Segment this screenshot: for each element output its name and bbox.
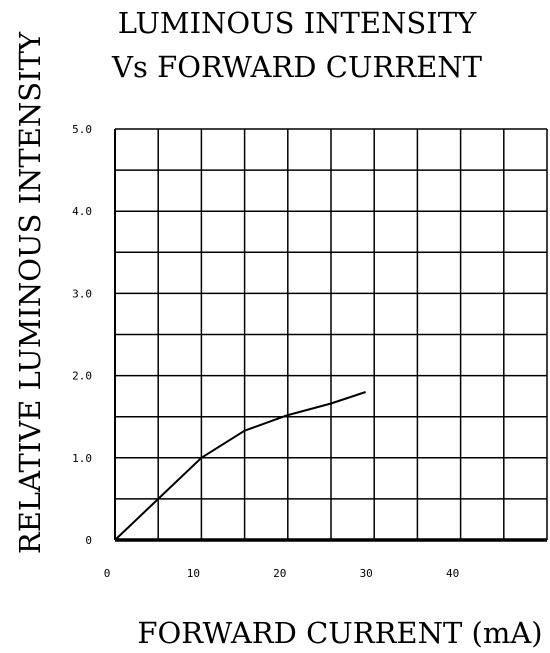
chart-title-line-2: Vs FORWARD CURRENT xyxy=(111,50,483,84)
x-tick-label: 30 xyxy=(360,567,373,580)
x-tick-label: 0 xyxy=(104,567,111,580)
y-tick-label: 3.0 xyxy=(72,287,92,300)
y-tick-label: 0 xyxy=(85,534,92,547)
y-tick-label: 4.0 xyxy=(72,205,92,218)
x-tick-label: 10 xyxy=(187,567,200,580)
series-layer xyxy=(114,391,366,541)
y-tick-label: 2.0 xyxy=(72,370,92,383)
y-axis-label: RELATIVE LUMINOUS INTENSITY xyxy=(13,31,47,554)
grid xyxy=(114,128,548,542)
series-line xyxy=(114,391,366,541)
y-tick-labels: 0 1.0 2.0 3.0 4.0 5.0 xyxy=(72,123,92,547)
x-axis-label: FORWARD CURRENT (mA) xyxy=(137,616,542,650)
y-tick-label: 5.0 xyxy=(72,123,92,136)
y-tick-label: 1.0 xyxy=(72,452,92,465)
x-tick-labels: 0 10 20 30 40 xyxy=(104,567,460,580)
x-tick-label: 20 xyxy=(273,567,286,580)
chart-title-line-1: LUMINOUS INTENSITY xyxy=(118,6,477,40)
x-tick-label: 40 xyxy=(446,567,459,580)
